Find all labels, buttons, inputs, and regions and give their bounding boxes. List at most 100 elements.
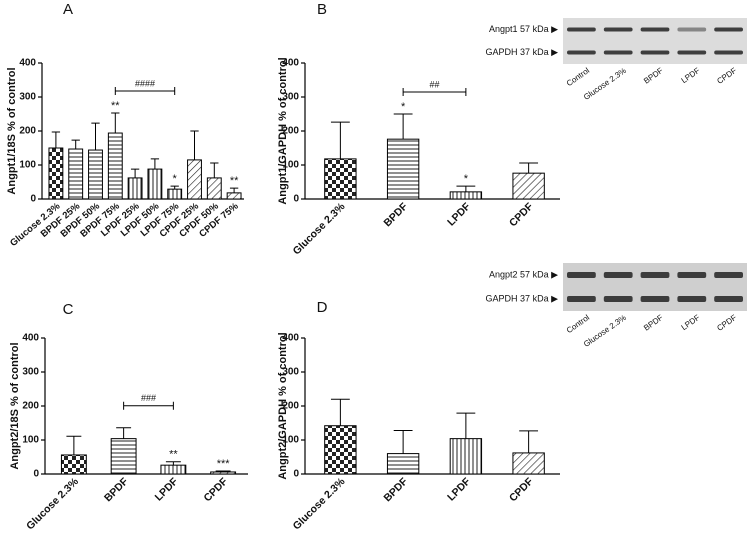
- y-tick-label: 0: [30, 194, 36, 205]
- significance-mark: *: [401, 101, 406, 113]
- x-tick-label: LPDF: [445, 475, 473, 503]
- y-tick-label: 300: [282, 367, 299, 378]
- blot-band: [640, 50, 670, 55]
- significance-mark: *: [173, 173, 178, 185]
- error-bar: [150, 158, 160, 170]
- blot-lane-label: Control: [565, 66, 591, 88]
- western-blot: Angpt1 57 kDa ▶GAPDH 37 kDa ▶ControlGluc…: [486, 18, 747, 102]
- x-tick-label: CPDF: [507, 200, 536, 229]
- significance-mark: ***: [217, 458, 231, 470]
- x-tick-label: Glucose 2.3%: [291, 475, 348, 532]
- y-tick-label: 0: [293, 194, 299, 205]
- y-tick-label: 200: [19, 126, 36, 137]
- blot-image: [563, 263, 747, 311]
- error-bar: [393, 113, 413, 140]
- panel: D Angpt2/GAPDH % of control 0 100 200 300 400 G…: [277, 299, 560, 532]
- bar: [110, 438, 137, 475]
- panel-label: B: [317, 1, 327, 18]
- y-tick-label: 100: [22, 435, 39, 446]
- y-tick-label: 0: [293, 469, 299, 480]
- blot-band: [677, 272, 707, 278]
- error-bar: [170, 185, 179, 190]
- bar: [210, 471, 237, 475]
- error-bar: [519, 162, 539, 174]
- blot-band: [677, 296, 707, 302]
- error-bar: [91, 122, 100, 151]
- blot-lane-label: LPDF: [680, 313, 702, 332]
- blot-lane-label: BPDF: [642, 66, 665, 86]
- significance-mark: *: [464, 173, 469, 185]
- y-tick-label: 300: [19, 92, 36, 103]
- blot-band: [567, 50, 596, 55]
- error-bar: [215, 470, 231, 472]
- error-bar: [210, 162, 219, 178]
- blot-row-label: Angpt1 57 kDa ▶: [489, 24, 558, 34]
- panel: C Angpt2/18S % of control 0 100 200 300 400 Glu…: [9, 301, 248, 532]
- x-tick-label: LPDF: [445, 200, 473, 228]
- x-tick-label: CPDF: [507, 475, 536, 504]
- blot-lane-label: Control: [565, 313, 591, 335]
- bar: [160, 464, 187, 475]
- panel: B Angpt1/GAPDH % of control 0 100 200 300 400 G…: [277, 1, 560, 257]
- bracket-label: ##: [429, 79, 439, 89]
- error-bar: [190, 130, 199, 160]
- error-bar: [165, 461, 181, 466]
- bar: [386, 138, 420, 200]
- y-tick-label: 100: [282, 435, 299, 446]
- error-bar: [66, 435, 82, 455]
- bar: [226, 192, 242, 200]
- y-tick-label: 100: [19, 160, 36, 171]
- blot-band: [677, 27, 707, 32]
- blot-band: [567, 27, 596, 32]
- error-bar: [456, 185, 476, 192]
- blot-band: [567, 272, 596, 278]
- x-tick-label: Glucose 2.3%: [291, 200, 348, 257]
- bar: [187, 159, 202, 200]
- bar: [324, 158, 357, 200]
- blot-band: [603, 27, 633, 32]
- blot-lane-label: CPDF: [715, 313, 738, 333]
- x-tick-label: CPDF: [202, 475, 231, 504]
- significance-mark: **: [169, 449, 178, 461]
- error-bar: [456, 412, 476, 439]
- blot-row-label: GAPDH 37 kDa ▶: [486, 293, 559, 303]
- error-bar: [229, 187, 239, 193]
- bar: [127, 177, 143, 200]
- blot-band: [640, 27, 670, 32]
- x-tick-label: LPDF: [153, 475, 181, 503]
- blot-row-label: Angpt2 57 kDa ▶: [489, 269, 558, 279]
- blot-row-label: GAPDH 37 kDa ▶: [486, 47, 559, 57]
- bar: [48, 147, 64, 200]
- error-bar: [330, 121, 350, 159]
- panel-label: C: [63, 301, 74, 318]
- y-tick-label: 400: [282, 58, 299, 69]
- blot-band: [567, 296, 596, 302]
- blot-band: [603, 296, 633, 302]
- bar: [68, 148, 84, 200]
- bracket-label: ###: [141, 393, 156, 403]
- blot-band: [603, 50, 633, 55]
- bar: [512, 172, 545, 200]
- bar: [324, 425, 357, 475]
- x-tick-label: Glucose 2.3%: [24, 475, 81, 532]
- blot-lane-label: CPDF: [715, 66, 738, 86]
- blot-band: [714, 296, 743, 302]
- bracket-label: ####: [135, 78, 155, 88]
- error-bar: [519, 430, 539, 453]
- bar: [88, 149, 103, 200]
- error-bar: [111, 112, 120, 134]
- y-axis-title: Angpt2/18S % of control: [9, 342, 21, 469]
- blot-band: [640, 272, 670, 278]
- blot-lane-label: BPDF: [642, 313, 665, 333]
- y-tick-label: 400: [19, 58, 36, 69]
- y-tick-label: 400: [282, 333, 299, 344]
- x-tick-label: BPDF: [102, 475, 131, 504]
- y-tick-label: 300: [22, 367, 39, 378]
- y-tick-label: 100: [282, 160, 299, 171]
- y-tick-label: 200: [282, 126, 299, 137]
- blot-lane-label: LPDF: [680, 66, 702, 85]
- bracket: [114, 86, 176, 95]
- blot-band: [603, 272, 633, 278]
